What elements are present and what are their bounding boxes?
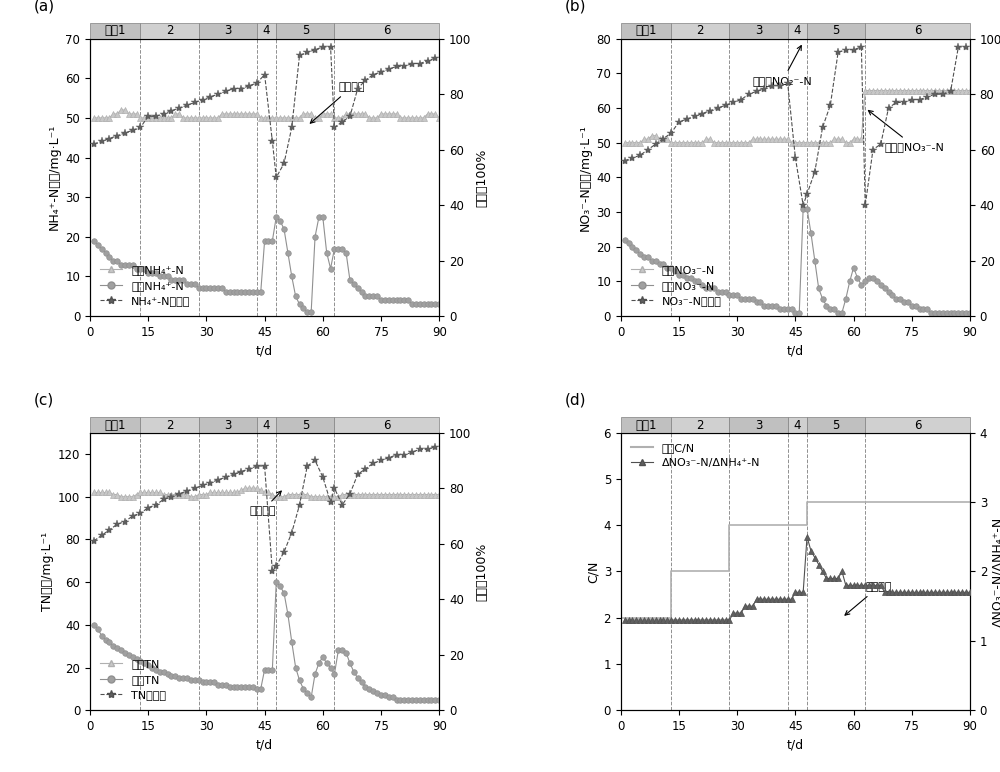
X-axis label: t/d: t/d xyxy=(256,739,273,751)
Text: 工况1: 工况1 xyxy=(635,418,657,432)
Legend: 进水NO₃⁻-N, 出水NO₃⁻-N, NO₃⁻-N去除率: 进水NO₃⁻-N, 出水NO₃⁻-N, NO₃⁻-N去除率 xyxy=(626,261,726,310)
FancyBboxPatch shape xyxy=(140,23,199,39)
FancyBboxPatch shape xyxy=(729,23,788,39)
Text: (d): (d) xyxy=(565,393,586,408)
Text: 3: 3 xyxy=(224,25,231,38)
Text: (a): (a) xyxy=(34,0,55,14)
FancyBboxPatch shape xyxy=(140,418,199,432)
Text: 2: 2 xyxy=(697,25,704,38)
Text: 工况1: 工况1 xyxy=(104,25,126,38)
Y-axis label: C/N: C/N xyxy=(586,560,599,583)
Text: 3: 3 xyxy=(224,418,231,432)
Text: 6: 6 xyxy=(383,418,391,432)
Text: 活性恢复: 活性恢复 xyxy=(249,491,281,516)
Y-axis label: TN浓度/mg·L⁻¹: TN浓度/mg·L⁻¹ xyxy=(41,532,54,611)
Text: 6: 6 xyxy=(914,418,921,432)
Text: 4: 4 xyxy=(263,25,270,38)
FancyBboxPatch shape xyxy=(729,418,788,432)
FancyBboxPatch shape xyxy=(90,418,140,432)
FancyBboxPatch shape xyxy=(621,23,671,39)
FancyBboxPatch shape xyxy=(334,23,439,39)
Text: 5: 5 xyxy=(302,418,309,432)
FancyBboxPatch shape xyxy=(199,23,257,39)
FancyBboxPatch shape xyxy=(257,23,276,39)
Text: 更换为NO₂⁻-N: 更换为NO₂⁻-N xyxy=(753,46,812,86)
Text: (c): (c) xyxy=(34,393,54,408)
Legend: 进水NH₄⁺-N, 出水NH₄⁺-N, NH₄⁺-N去除率: 进水NH₄⁺-N, 出水NH₄⁺-N, NH₄⁺-N去除率 xyxy=(96,261,195,310)
FancyBboxPatch shape xyxy=(276,23,334,39)
Legend: 进水C/N, ΔNO₃⁻-N/ΔNH₄⁺-N: 进水C/N, ΔNO₃⁻-N/ΔNH₄⁺-N xyxy=(626,438,765,472)
FancyBboxPatch shape xyxy=(671,23,729,39)
FancyBboxPatch shape xyxy=(865,23,970,39)
Text: 3: 3 xyxy=(755,418,762,432)
Text: 5: 5 xyxy=(832,25,840,38)
FancyBboxPatch shape xyxy=(257,418,276,432)
FancyBboxPatch shape xyxy=(807,418,865,432)
Text: 更换为NO₃⁻-N: 更换为NO₃⁻-N xyxy=(868,110,945,151)
FancyBboxPatch shape xyxy=(276,418,334,432)
FancyBboxPatch shape xyxy=(865,418,970,432)
Text: (b): (b) xyxy=(565,0,586,14)
Text: 2: 2 xyxy=(166,418,173,432)
FancyBboxPatch shape xyxy=(334,418,439,432)
Text: 6: 6 xyxy=(383,25,391,38)
Text: 2: 2 xyxy=(166,25,173,38)
Text: 6: 6 xyxy=(914,25,921,38)
Y-axis label: NO₃⁻-N浓度/mg·L⁻¹: NO₃⁻-N浓度/mg·L⁻¹ xyxy=(579,124,592,231)
FancyBboxPatch shape xyxy=(788,418,807,432)
Text: 5: 5 xyxy=(832,418,840,432)
X-axis label: t/d: t/d xyxy=(787,739,804,751)
Y-axis label: NH₄⁺-N浓度/mg·L⁻¹: NH₄⁺-N浓度/mg·L⁻¹ xyxy=(48,124,61,231)
Text: 4: 4 xyxy=(794,418,801,432)
Y-axis label: 去除率100%: 去除率100% xyxy=(475,148,488,207)
X-axis label: t/d: t/d xyxy=(256,344,273,357)
Text: 工况1: 工况1 xyxy=(635,25,657,38)
Text: 活性恢复: 活性恢复 xyxy=(845,582,892,615)
Text: 3: 3 xyxy=(755,25,762,38)
FancyBboxPatch shape xyxy=(621,418,671,432)
Text: 工况1: 工况1 xyxy=(104,418,126,432)
FancyBboxPatch shape xyxy=(788,23,807,39)
Y-axis label: 去除率100%: 去除率100% xyxy=(475,542,488,601)
FancyBboxPatch shape xyxy=(807,23,865,39)
Legend: 进水TN, 出水TN, TN去除率: 进水TN, 出水TN, TN去除率 xyxy=(96,655,171,705)
Text: 5: 5 xyxy=(302,25,309,38)
FancyBboxPatch shape xyxy=(671,418,729,432)
Text: 4: 4 xyxy=(794,25,801,38)
Text: 4: 4 xyxy=(263,418,270,432)
Text: 活性恢复: 活性恢复 xyxy=(310,82,365,124)
Text: 2: 2 xyxy=(697,418,704,432)
Y-axis label: ΔNO₃⁻-N/ΔNH₄⁺-N: ΔNO₃⁻-N/ΔNH₄⁺-N xyxy=(991,516,1000,627)
X-axis label: t/d: t/d xyxy=(787,344,804,357)
FancyBboxPatch shape xyxy=(199,418,257,432)
FancyBboxPatch shape xyxy=(90,23,140,39)
